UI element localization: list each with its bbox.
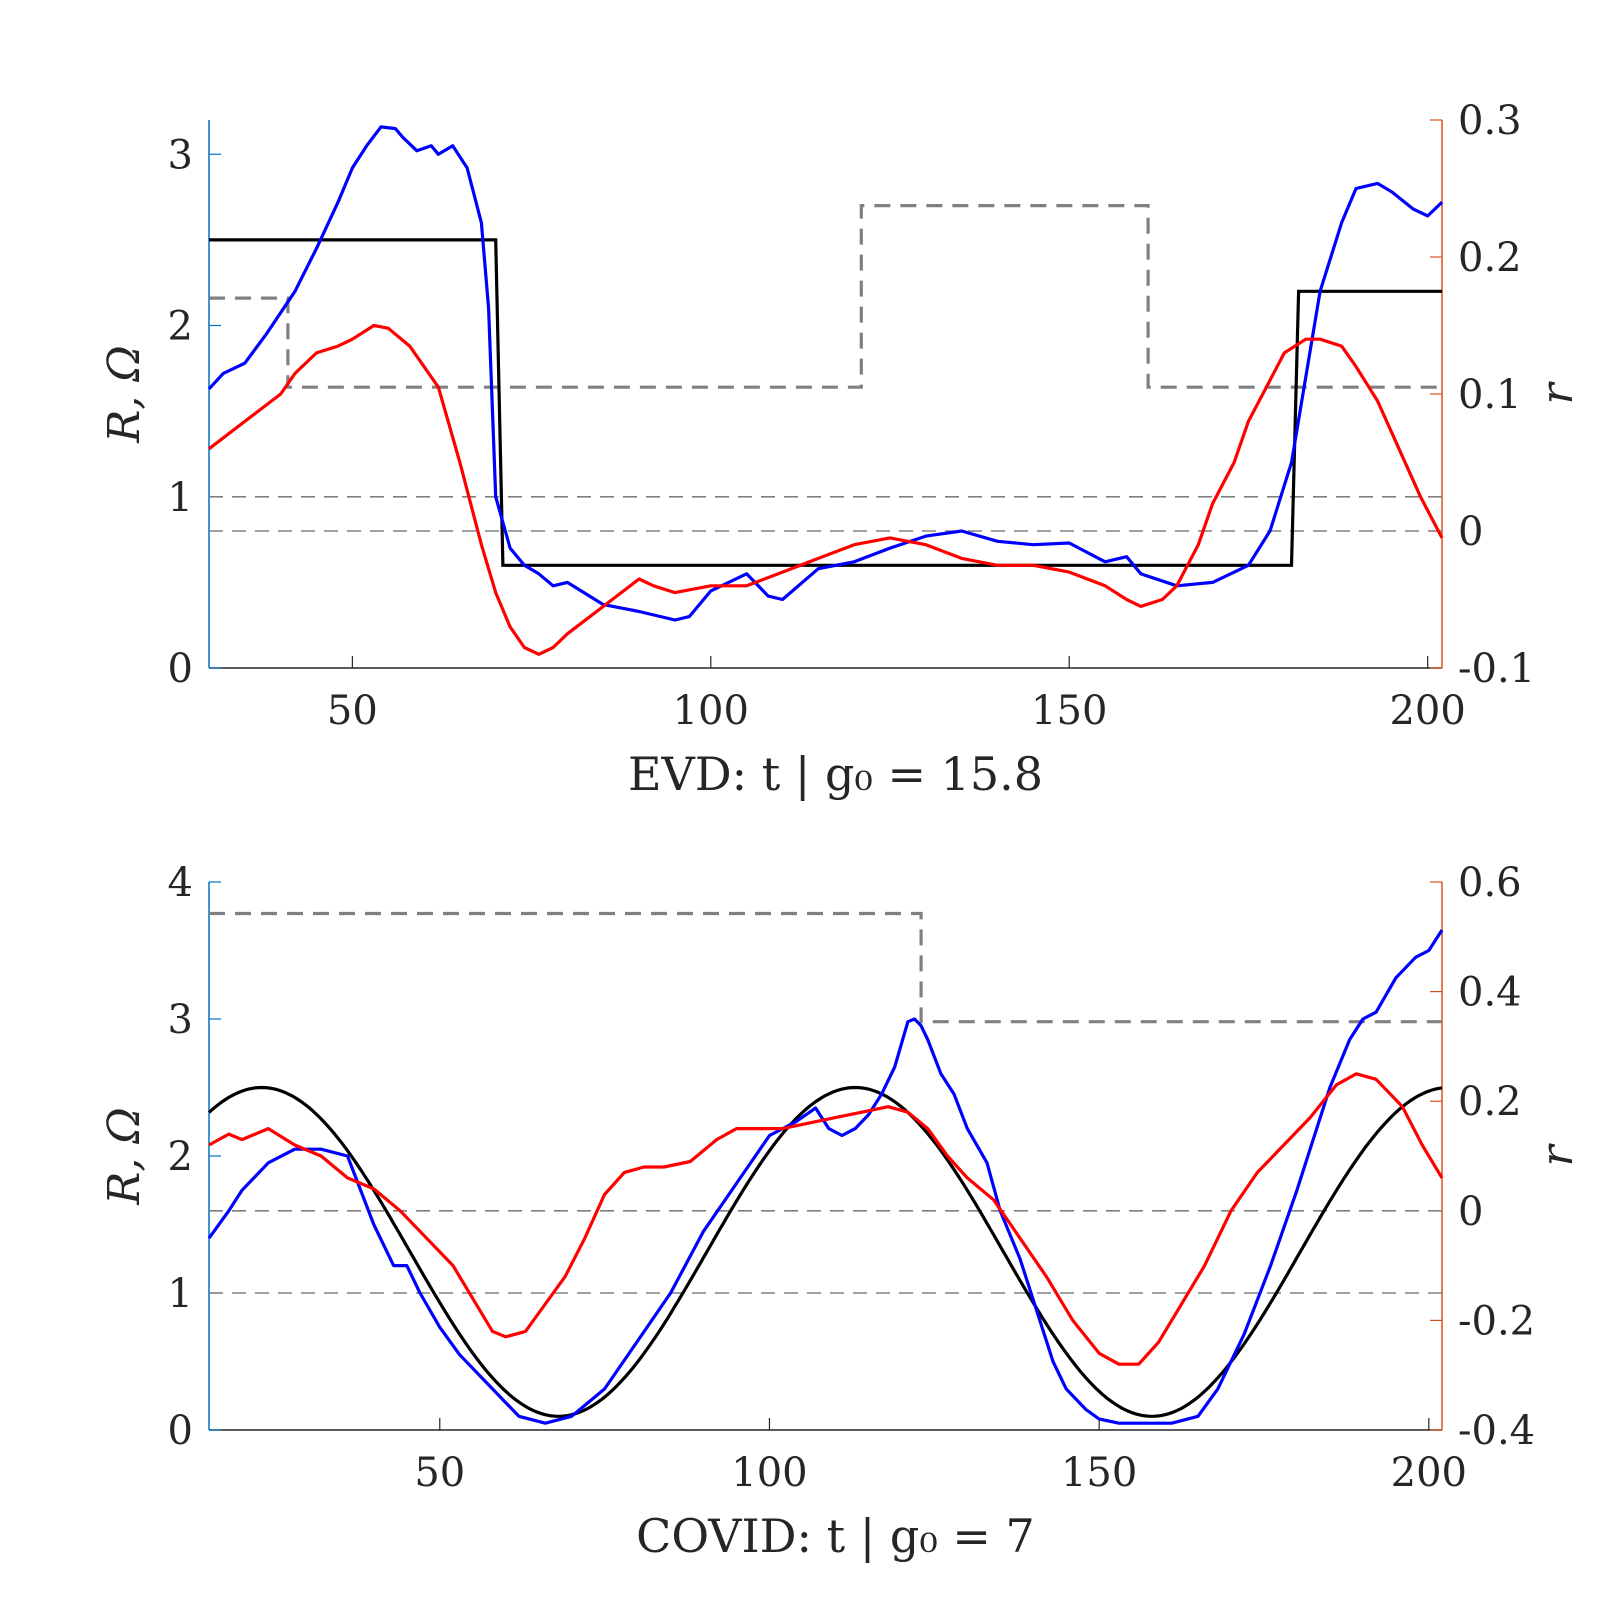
right-tick-label: -0.4: [1458, 1408, 1535, 1454]
right-axis-label: r: [1532, 381, 1583, 405]
right-tick-label: 0.1: [1458, 372, 1522, 418]
estimated-R-line: [207, 125, 1444, 622]
true-R-line: [207, 1085, 1443, 1418]
right-tick-label: -0.2: [1458, 1298, 1535, 1344]
estimated-r-line: [208, 323, 1444, 656]
x-axis-label: EVD: t | g₀ = 15.8: [628, 747, 1043, 801]
right-tick-label: 0.3: [1458, 98, 1522, 144]
covid-panel: 50 100 150 200 0 1 2 3 4 -0.4 -0.2 0 0.2 0.4 0.6 COVID:…: [99, 860, 1583, 1563]
right-tick-label: 0.2: [1458, 1079, 1522, 1125]
x-tick-label: 100: [673, 688, 749, 734]
threshold-step-line: [209, 204, 1442, 389]
right-tick-label: 0.6: [1458, 860, 1522, 906]
left-tick-label: 4: [168, 860, 193, 906]
x-tick-label: 200: [1391, 1450, 1467, 1496]
right-tick-label: 0: [1458, 1189, 1483, 1235]
left-tick-label: 0: [168, 646, 193, 692]
threshold-step-line: [209, 911, 1442, 1024]
x-tick-label: 50: [327, 688, 378, 734]
right-axis-label: r: [1532, 1143, 1583, 1167]
evd-panel: 50 100 150 200 0 1 2 3 -0.1 0 0.1 0.2 0.3 EVD: t | g₀…: [99, 98, 1583, 801]
left-tick-label: 2: [168, 1134, 193, 1180]
left-axis-label: R, Ω: [99, 1107, 150, 1206]
x-tick-label: 150: [1031, 688, 1107, 734]
left-tick-label: 3: [168, 132, 193, 178]
x-axis-label: COVID: t | g₀ = 7: [636, 1509, 1035, 1563]
left-tick-label: 1: [168, 475, 193, 521]
left-axis-label: R, Ω: [99, 345, 150, 444]
x-tick-label: 100: [731, 1450, 807, 1496]
right-tick-label: 0.4: [1458, 970, 1522, 1016]
left-tick-label: 1: [168, 1271, 193, 1317]
left-tick-label: 0: [168, 1408, 193, 1454]
left-tick-label: 3: [168, 997, 193, 1043]
right-tick-label: 0.2: [1458, 235, 1522, 281]
estimated-R-line: [207, 929, 1444, 1425]
right-tick-label: 0: [1458, 509, 1483, 555]
right-tick-label: -0.1: [1458, 646, 1535, 692]
x-tick-label: 150: [1061, 1450, 1137, 1496]
true-R-line: [209, 238, 1442, 567]
x-tick-label: 200: [1389, 688, 1465, 734]
x-tick-label: 50: [414, 1450, 465, 1496]
left-tick-label: 2: [168, 304, 193, 350]
estimated-r-line: [208, 1072, 1444, 1366]
